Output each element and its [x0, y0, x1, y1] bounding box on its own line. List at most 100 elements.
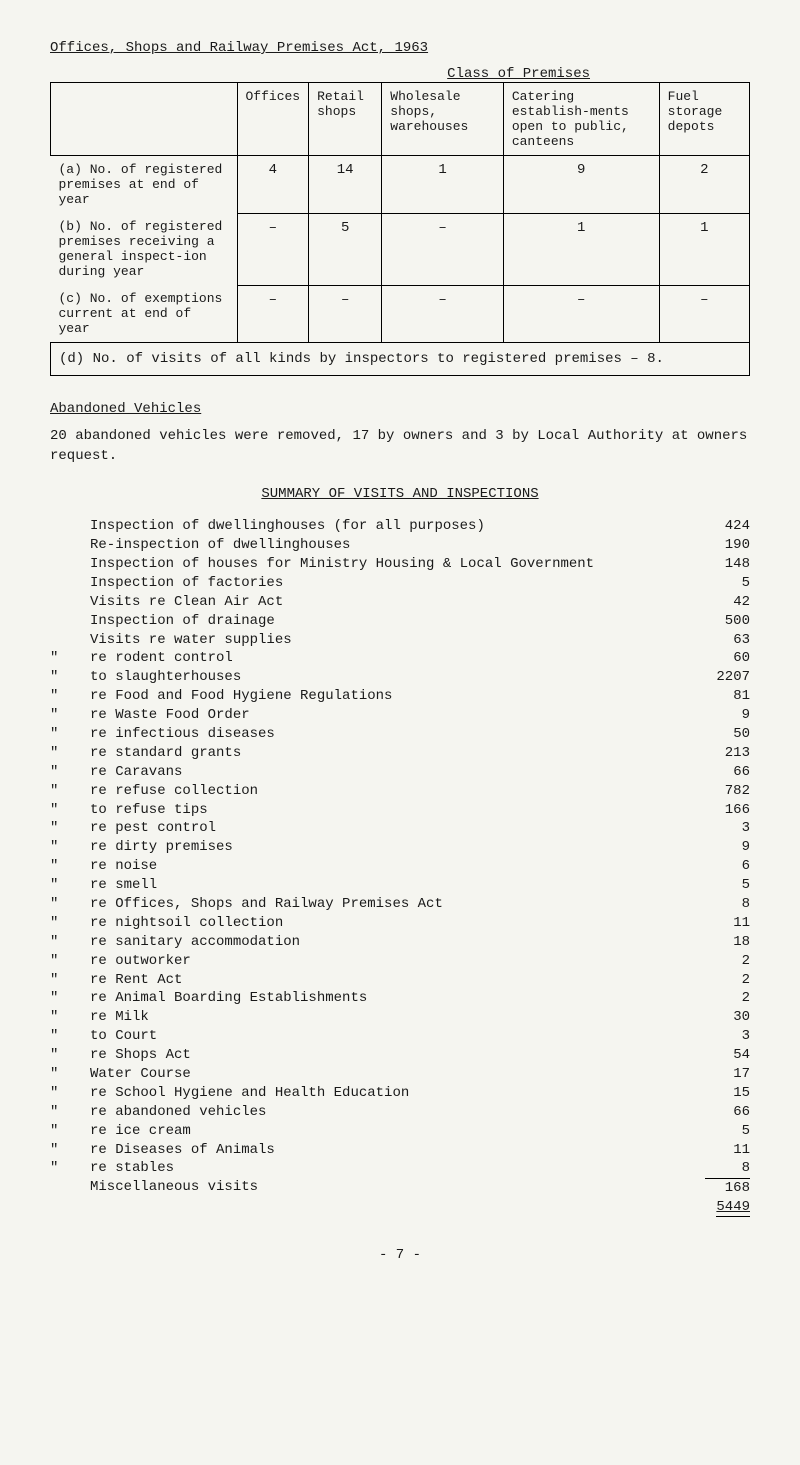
summary-row: "re Waste Food Order9	[50, 706, 750, 725]
th-retail: Retail shops	[309, 83, 382, 156]
summary-text: re pest control	[90, 819, 690, 838]
summary-text: re Rent Act	[90, 971, 690, 990]
summary-row: "re nightsoil collection11	[50, 914, 750, 933]
summary-row: Inspection of factories5	[50, 574, 750, 593]
summary-value: 11	[690, 914, 750, 933]
summary-prefix	[50, 593, 90, 612]
summary-row: "re standard grants213	[50, 744, 750, 763]
summary-text: re Milk	[90, 1008, 690, 1027]
summary-prefix: "	[50, 706, 90, 725]
summary-row: Visits re water supplies63	[50, 631, 750, 650]
abandoned-text: 20 abandoned vehicles were removed, 17 b…	[50, 427, 750, 466]
summary-heading: SUMMARY OF VISITS AND INSPECTIONS	[50, 486, 750, 502]
summary-value: 81	[690, 687, 750, 706]
summary-row: "re Milk30	[50, 1008, 750, 1027]
table-row: (b) No. of registered premises receiving…	[51, 213, 750, 285]
summary-row: Visits re Clean Air Act42	[50, 593, 750, 612]
summary-text: re infectious diseases	[90, 725, 690, 744]
summary-value: 60	[690, 649, 750, 668]
summary-row: "re Caravans66	[50, 763, 750, 782]
summary-prefix: "	[50, 1027, 90, 1046]
summary-row: "re School Hygiene and Health Education1…	[50, 1084, 750, 1103]
summary-text: re Shops Act	[90, 1046, 690, 1065]
table-cell: 1	[382, 156, 504, 214]
summary-prefix: "	[50, 1065, 90, 1084]
summary-prefix	[50, 536, 90, 555]
summary-value: 5	[690, 876, 750, 895]
summary-value: 5	[690, 574, 750, 593]
summary-value: 18	[690, 933, 750, 952]
summary-text: re smell	[90, 876, 690, 895]
table-footer-row: (d) No. of visits of all kinds by inspec…	[51, 343, 750, 376]
summary-value: 2	[690, 989, 750, 1008]
summary-prefix: "	[50, 895, 90, 914]
summary-value: 2207	[690, 668, 750, 687]
summary-prefix: "	[50, 914, 90, 933]
table-cell: 9	[503, 156, 659, 214]
summary-prefix: "	[50, 971, 90, 990]
row-label: (b) No. of registered premises receiving…	[51, 213, 238, 285]
summary-prefix	[50, 517, 90, 536]
summary-prefix: "	[50, 1122, 90, 1141]
summary-list: Inspection of dwellinghouses (for all pu…	[50, 517, 750, 1198]
summary-prefix: "	[50, 933, 90, 952]
summary-text: re outworker	[90, 952, 690, 971]
summary-value: 5	[690, 1122, 750, 1141]
summary-text: re School Hygiene and Health Education	[90, 1084, 690, 1103]
table-footer-text: (d) No. of visits of all kinds by inspec…	[51, 343, 750, 376]
summary-value: 166	[690, 801, 750, 820]
summary-row: "re stables8	[50, 1159, 750, 1178]
table-cell: –	[382, 285, 504, 343]
summary-prefix: "	[50, 1159, 90, 1178]
summary-text: re Animal Boarding Establishments	[90, 989, 690, 1008]
summary-value: 2	[690, 952, 750, 971]
summary-value: 11	[690, 1141, 750, 1160]
summary-row: "re Rent Act2	[50, 971, 750, 990]
summary-text: re Waste Food Order	[90, 706, 690, 725]
row-label: (a) No. of registered premises at end of…	[51, 156, 238, 214]
summary-prefix	[50, 612, 90, 631]
summary-text: re refuse collection	[90, 782, 690, 801]
summary-value: 66	[690, 763, 750, 782]
summary-value: 30	[690, 1008, 750, 1027]
premises-table: Offices Retail shops Wholesale shops, wa…	[50, 82, 750, 376]
summary-value: 15	[690, 1084, 750, 1103]
summary-row: Inspection of houses for Ministry Housin…	[50, 555, 750, 574]
summary-row: Re-inspection of dwellinghouses190	[50, 536, 750, 555]
table-row: (a) No. of registered premises at end of…	[51, 156, 750, 214]
summary-value: 500	[690, 612, 750, 631]
summary-prefix: "	[50, 1046, 90, 1065]
summary-value: 8	[690, 895, 750, 914]
table-cell: 5	[309, 213, 382, 285]
summary-prefix: "	[50, 1008, 90, 1027]
summary-value: 6	[690, 857, 750, 876]
summary-text: re Diseases of Animals	[90, 1141, 690, 1160]
summary-row: "to slaughterhouses2207	[50, 668, 750, 687]
summary-prefix	[50, 555, 90, 574]
summary-text: re nightsoil collection	[90, 914, 690, 933]
summary-row: "re Food and Food Hygiene Regulations81	[50, 687, 750, 706]
summary-row: "re Shops Act54	[50, 1046, 750, 1065]
summary-text: to Court	[90, 1027, 690, 1046]
summary-prefix: "	[50, 876, 90, 895]
table-cell: 4	[237, 156, 309, 214]
summary-text: Visits re water supplies	[90, 631, 690, 650]
summary-value: 54	[690, 1046, 750, 1065]
summary-value: 213	[690, 744, 750, 763]
summary-row: "re sanitary accommodation18	[50, 933, 750, 952]
summary-text: to refuse tips	[90, 801, 690, 820]
row-label: (c) No. of exemptions current at end of …	[51, 285, 238, 343]
summary-text: to slaughterhouses	[90, 668, 690, 687]
summary-value: 9	[690, 706, 750, 725]
table-cell: 14	[309, 156, 382, 214]
summary-text: Inspection of drainage	[90, 612, 690, 631]
summary-value: 3	[690, 819, 750, 838]
table-cell: –	[237, 285, 309, 343]
summary-row: "re rodent control60	[50, 649, 750, 668]
summary-prefix: "	[50, 1084, 90, 1103]
summary-row: "re dirty premises9	[50, 838, 750, 857]
table-cell: –	[503, 285, 659, 343]
summary-row: "Water Course17	[50, 1065, 750, 1084]
summary-text: re Food and Food Hygiene Regulations	[90, 687, 690, 706]
summary-text: re ice cream	[90, 1122, 690, 1141]
